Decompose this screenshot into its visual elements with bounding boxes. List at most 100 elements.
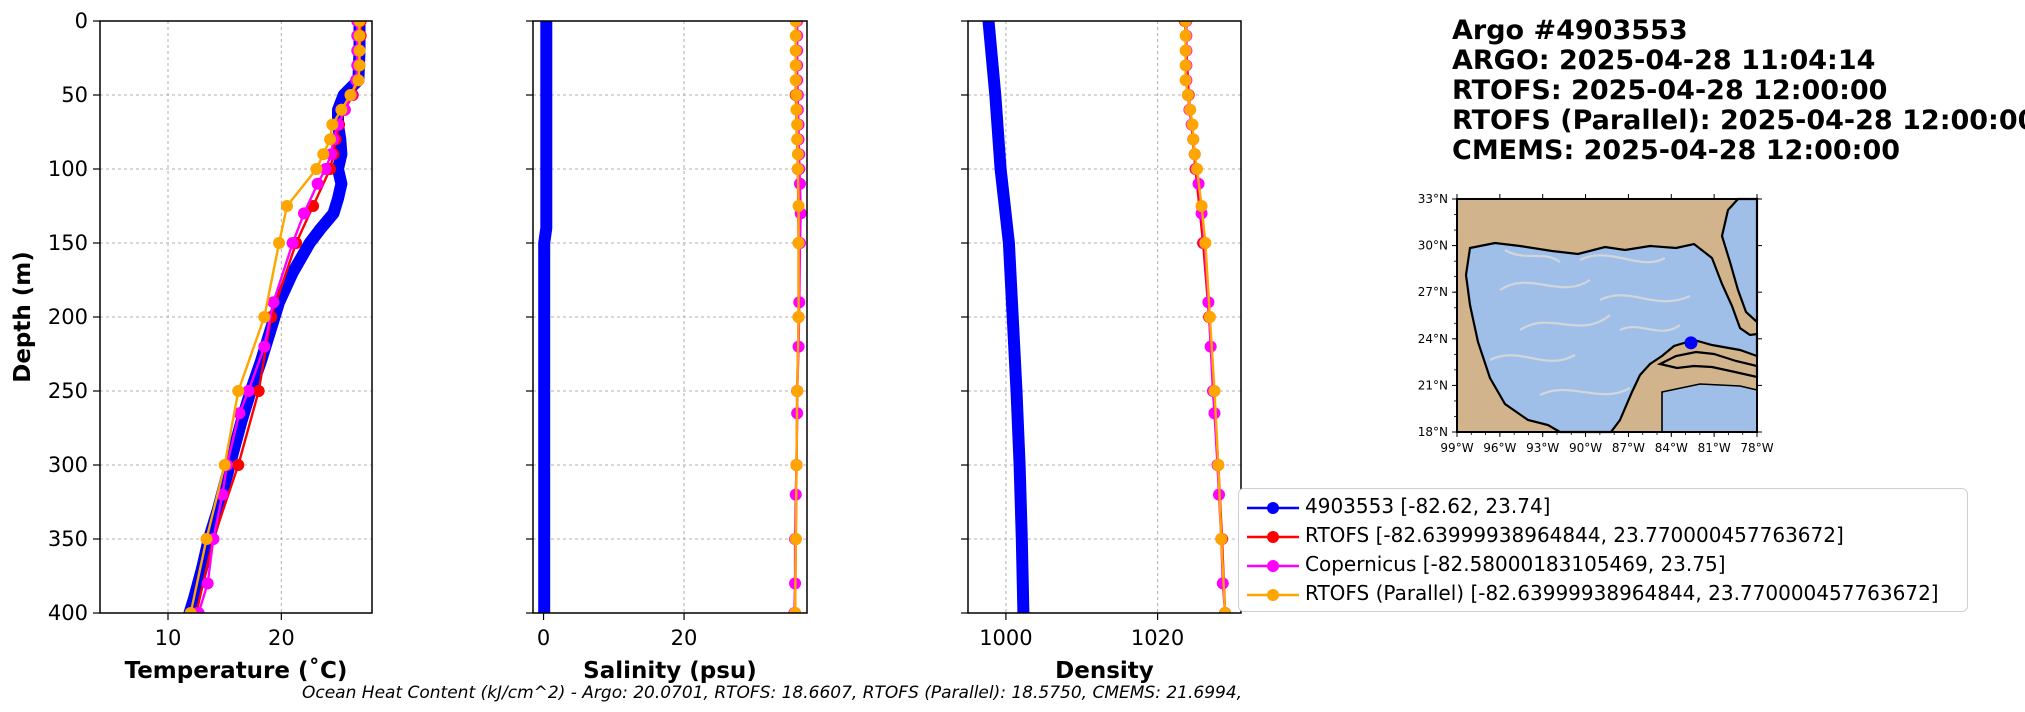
data-point-rtofs_parallel — [1179, 74, 1192, 87]
y-tick-label: 350 — [48, 527, 88, 551]
data-point-rtofs_parallel — [1208, 385, 1221, 397]
temperature-axis-label: Temperature (˚C) — [125, 657, 348, 684]
data-point-rtofs_parallel — [789, 21, 802, 27]
legend-swatch-argo — [1247, 502, 1299, 514]
depth-axis-label: Depth (m) — [10, 251, 36, 383]
data-point-rtofs_parallel — [353, 21, 366, 27]
legend-item-rtofs: RTOFS [-82.63999938964844, 23.7700004577… — [1239, 522, 1967, 551]
data-point-copernicus — [242, 385, 255, 397]
data-point-rtofs_parallel — [1219, 607, 1232, 613]
map-lat-label: 24°N — [1418, 332, 1448, 346]
legend-item-rtofs-parallel: RTOFS (Parallel) [-82.63999938964844, 23… — [1239, 580, 1967, 609]
data-point-rtofs_parallel — [1215, 533, 1228, 545]
location-map: 99°W 96°W 93°W 90°W 87°W 84°W 81°W 78°W 33°N 30°N… — [1418, 192, 1774, 455]
title-argo-time: ARGO: 2025-04-28 11:04:14 — [1452, 45, 1876, 76]
legend-label-argo: 4903553 [-82.62, 23.74] — [1305, 494, 1551, 518]
data-point-rtofs_parallel — [1199, 237, 1212, 249]
data-point-rtofs_parallel — [1184, 103, 1197, 116]
map-lon-label: 90°W — [1569, 441, 1602, 455]
salinity-plot-area — [533, 21, 807, 613]
data-point-rtofs_parallel — [335, 103, 348, 116]
map-lon-label: 78°W — [1740, 441, 1773, 455]
map-lon-label: 93°W — [1526, 441, 1559, 455]
y-tick-label: 400 — [48, 601, 88, 625]
map-lat-label: 33°N — [1418, 192, 1448, 206]
legend-swatch-rtofs-parallel — [1247, 589, 1299, 601]
data-point-rtofs_parallel — [789, 533, 802, 545]
map-ticks: 99°W 96°W 93°W 90°W 87°W 84°W 81°W 78°W 33°N 30°N… — [1418, 192, 1774, 455]
map-frame — [1456, 198, 1758, 433]
data-point-copernicus — [311, 177, 324, 190]
title-rtofs-parallel-time: RTOFS (Parallel): 2025-04-28 12:00:00 — [1452, 105, 2025, 136]
data-point-rtofs_parallel — [353, 29, 366, 42]
data-point-rtofs_parallel — [1179, 21, 1192, 27]
data-point-rtofs_parallel — [1179, 44, 1192, 57]
data-point-rtofs_parallel — [200, 533, 213, 545]
x-tick-label: 20 — [671, 626, 698, 650]
data-point-rtofs — [232, 459, 245, 471]
x-tick-label: 1020 — [1131, 626, 1184, 650]
data-point-rtofs_parallel — [791, 118, 804, 131]
axes-frame — [99, 20, 373, 614]
legend: 4903553 [-82.62, 23.74] RTOFS [-82.63999… — [1238, 488, 1968, 612]
data-point-rtofs_parallel — [218, 459, 231, 471]
data-point-rtofs_parallel — [791, 163, 804, 175]
map-lat-label: 27°N — [1418, 285, 1448, 299]
data-point-rtofs_parallel — [281, 200, 293, 212]
salinity-series — [538, 21, 807, 613]
data-point-rtofs_parallel — [789, 74, 802, 87]
map-lat-label: 21°N — [1418, 378, 1448, 392]
legend-label-rtofs-parallel: RTOFS (Parallel) [-82.63999938964844, 23… — [1305, 581, 1939, 605]
data-point-rtofs_parallel — [258, 311, 271, 323]
series-group — [982, 21, 1232, 613]
data-point-rtofs_parallel — [352, 74, 365, 87]
data-point-rtofs_parallel — [789, 44, 802, 57]
ocean-heat-content-caption: Ocean Heat Content (kJ/cm^2) - Argo: 20.… — [302, 683, 1243, 703]
data-point-rtofs_parallel — [1212, 459, 1225, 471]
data-point-rtofs_parallel — [789, 29, 802, 42]
data-point-rtofs_parallel — [310, 163, 323, 175]
data-point-rtofs_parallel — [317, 148, 330, 161]
series-line-argo — [538, 21, 553, 613]
x-tick-label: 10 — [155, 626, 182, 650]
data-point-rtofs_parallel — [792, 237, 805, 249]
axes-frame — [967, 20, 1242, 614]
x-tick-label: 20 — [268, 626, 295, 650]
series-group — [538, 21, 807, 613]
salinity-panel: 0 20 Salinity (psu) — [526, 20, 808, 684]
map-caribbean — [1661, 383, 1758, 433]
data-point-rtofs_parallel — [789, 59, 802, 72]
density-axis-label: Density — [1055, 658, 1154, 684]
map-lon-label: 84°W — [1655, 441, 1688, 455]
data-point-rtofs_parallel — [1187, 133, 1200, 146]
map-lat-label: 30°N — [1418, 239, 1448, 253]
data-point-rtofs — [252, 385, 265, 397]
legend-item-copernicus: Copernicus [-82.58000183105469, 23.75] — [1239, 551, 1967, 580]
legend-item-argo: 4903553 [-82.62, 23.74] — [1239, 493, 1967, 522]
series-group — [183, 21, 367, 613]
x-tick-label: 0 — [537, 626, 550, 650]
data-point-rtofs_parallel — [1179, 29, 1192, 42]
data-point-rtofs_parallel — [790, 459, 803, 471]
density-ticks: 1000 1020 — [961, 20, 1184, 650]
figure-title: Argo #4903553 ARGO: 2025-04-28 11:04:14 … — [1452, 16, 2025, 166]
legend-swatch-rtofs — [1247, 531, 1299, 543]
data-point-rtofs_parallel — [324, 133, 337, 146]
data-point-rtofs_parallel — [273, 237, 286, 249]
data-point-rtofs_parallel — [791, 148, 804, 161]
axes-frame — [532, 20, 808, 614]
argo-float-location — [1684, 336, 1698, 350]
data-point-rtofs_parallel — [184, 607, 197, 613]
y-tick-label: 300 — [48, 453, 88, 477]
salinity-ticks: 0 20 — [526, 20, 698, 650]
y-tick-label: 0 — [75, 9, 88, 33]
data-point-copernicus — [216, 488, 229, 501]
data-point-copernicus — [286, 237, 299, 249]
data-point-rtofs_parallel — [789, 607, 802, 613]
data-point-rtofs_parallel — [1191, 163, 1204, 175]
title-float-id: Argo #4903553 — [1452, 15, 1688, 46]
data-point-rtofs_parallel — [1179, 59, 1192, 72]
data-point-copernicus — [201, 577, 214, 590]
